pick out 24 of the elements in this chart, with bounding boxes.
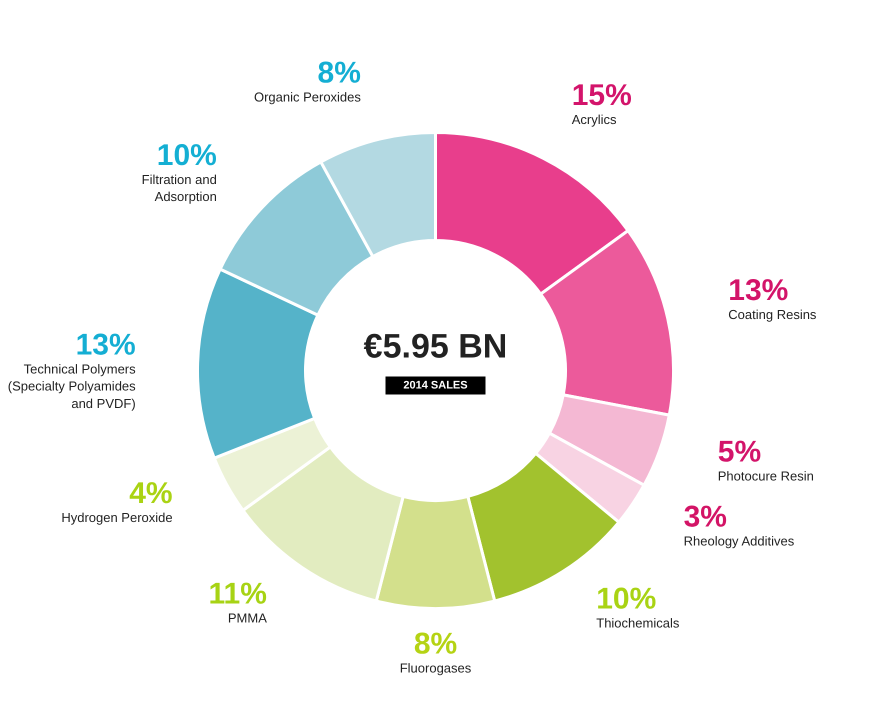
slice-label: Organic Peroxides bbox=[254, 90, 362, 105]
slice-label: Fluorogases bbox=[400, 660, 472, 676]
data-label: 5% bbox=[718, 436, 762, 469]
slice-label: Hydrogen Peroxide bbox=[61, 510, 173, 526]
data-label: 8% bbox=[414, 628, 458, 660]
slice-label: Thiochemicals bbox=[596, 615, 680, 630]
slice-label: Acrylics bbox=[572, 112, 617, 128]
data-label: 13% bbox=[728, 274, 788, 308]
data-label: 11% bbox=[208, 577, 267, 610]
data-label: 4% bbox=[129, 477, 173, 510]
data-label: 3% bbox=[684, 500, 727, 534]
slice-label: Filtration and Adsorption bbox=[142, 172, 217, 204]
data-label: 8% bbox=[318, 56, 361, 90]
data-label: 10% bbox=[596, 582, 656, 616]
text: €5.95 BN bbox=[364, 328, 508, 366]
slice-label: Rheology Additives bbox=[684, 534, 795, 549]
slice-label: Technical Polymers (Specialty Polyamides and PVDF) bbox=[8, 361, 136, 411]
data-label: 13% bbox=[76, 328, 136, 362]
slice-label: Coating Resins bbox=[728, 307, 817, 322]
slice-label: PMMA bbox=[228, 610, 268, 626]
data-label: 10% bbox=[156, 138, 217, 172]
slice-label: Photocure Resin bbox=[718, 468, 814, 484]
data-label: 15% bbox=[572, 79, 632, 112]
text: 2014 SALES bbox=[403, 380, 468, 392]
